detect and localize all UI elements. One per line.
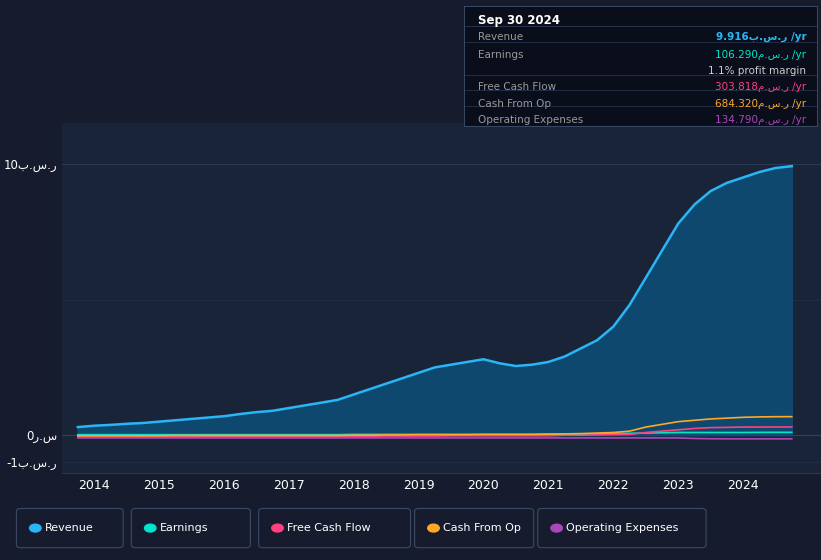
Text: Operating Expenses: Operating Expenses (478, 115, 583, 125)
Text: Operating Expenses: Operating Expenses (566, 523, 679, 533)
Text: Earnings: Earnings (160, 523, 209, 533)
Text: 303.818م.س.ر /yr: 303.818م.س.ر /yr (715, 82, 806, 92)
Text: Revenue: Revenue (478, 32, 523, 42)
Text: 106.290م.س.ر /yr: 106.290م.س.ر /yr (715, 49, 806, 59)
Text: Sep 30 2024: Sep 30 2024 (478, 14, 560, 27)
Text: Cash From Op: Cash From Op (443, 523, 521, 533)
Text: Free Cash Flow: Free Cash Flow (287, 523, 371, 533)
Text: 684.320م.س.ر /yr: 684.320م.س.ر /yr (715, 99, 806, 109)
Text: Earnings: Earnings (478, 49, 524, 59)
Text: Free Cash Flow: Free Cash Flow (478, 82, 556, 92)
Text: 1.1% profit margin: 1.1% profit margin (709, 66, 806, 76)
Text: 134.790م.س.ر /yr: 134.790م.س.ر /yr (715, 115, 806, 125)
Text: Cash From Op: Cash From Op (478, 99, 551, 109)
Text: 9.916ب.س.ر /yr: 9.916ب.س.ر /yr (716, 32, 806, 43)
Text: Revenue: Revenue (45, 523, 94, 533)
